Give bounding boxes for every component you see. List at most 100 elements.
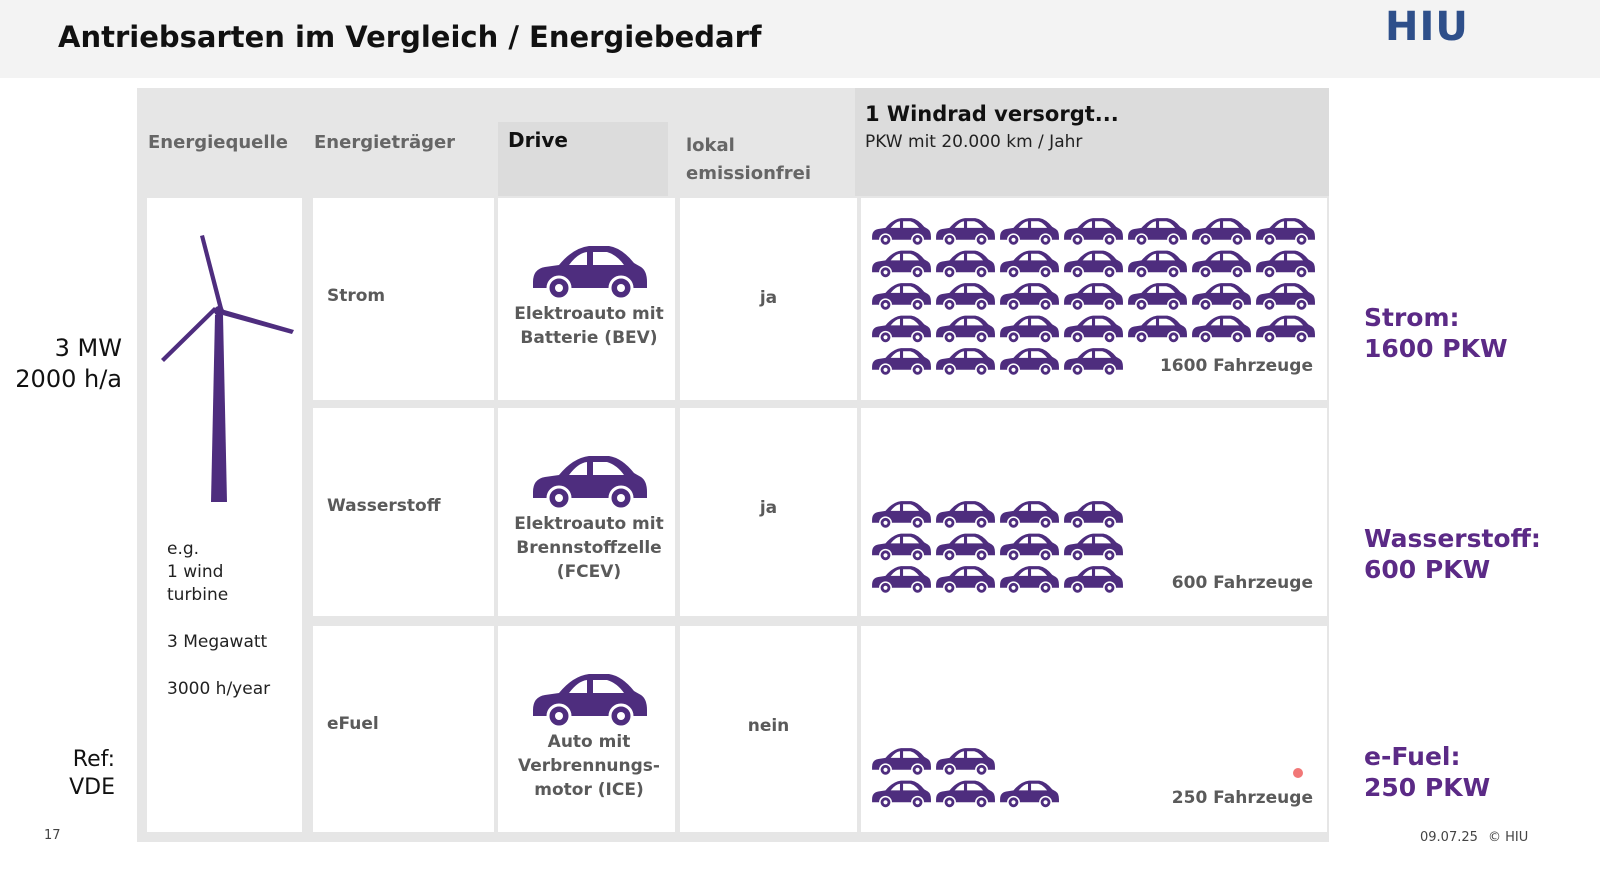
emission: ja	[759, 288, 778, 308]
emission-cell	[680, 626, 857, 832]
drive-cell	[498, 198, 675, 400]
small-car-icon	[1191, 217, 1252, 246]
column-header: lokal emissionfrei	[686, 132, 811, 188]
date: 09.07.25	[1420, 830, 1478, 845]
drive-cell	[498, 408, 675, 616]
small-car-icon	[871, 779, 932, 809]
drive: Elektroauto mit Batterie (BEV)	[498, 302, 680, 350]
vehicle-count: 1600 Fahrzeuge	[1159, 356, 1313, 376]
carrier-cell	[313, 626, 494, 832]
small-car-icon	[871, 500, 932, 529]
drive-line: Elektroauto mit	[514, 304, 664, 324]
car-icon	[531, 672, 649, 728]
ref-source: VDE	[69, 775, 115, 800]
header-band	[0, 0, 1600, 78]
carrier: Wasserstoff	[327, 496, 441, 516]
result: Wasserstoff: 600 PKW	[1364, 523, 1541, 585]
carrier-cell	[313, 408, 494, 616]
drive-line: motor (ICE)	[534, 780, 644, 800]
page-number: 17	[44, 828, 61, 843]
drive-header-bg	[498, 122, 668, 196]
windrad-subtitle: PKW mit 20.000 km / Jahr	[865, 132, 1083, 152]
emission-cell	[680, 408, 857, 616]
small-car-icon	[871, 314, 932, 344]
carrier: eFuel	[327, 714, 379, 734]
small-car-icon	[1063, 532, 1124, 562]
small-car-icon	[871, 249, 932, 279]
small-car-icon	[999, 532, 1060, 562]
source-cell	[147, 198, 302, 832]
small-car-icon	[1127, 217, 1188, 246]
result: Strom: 1600 PKW	[1364, 302, 1508, 364]
drive: Elektroauto mit Brennstoffzelle (FCEV)	[498, 512, 680, 584]
side-note: 3 MW 2000 h/a	[10, 333, 122, 395]
small-car-icon	[999, 779, 1060, 809]
small-car-icon	[999, 565, 1060, 594]
column-header: Drive	[508, 128, 568, 152]
result-label: Strom:	[1364, 303, 1460, 332]
note-line: 1 wind	[167, 562, 224, 582]
result-value: 600 PKW	[1364, 555, 1491, 584]
small-car-icon	[1063, 282, 1124, 311]
ref: Ref:	[72, 747, 115, 772]
column-header: Energieträger	[314, 132, 456, 153]
small-car-icon	[1063, 249, 1124, 279]
windrad-header-bg	[855, 88, 1329, 196]
column-header-line: lokal	[686, 135, 735, 156]
hours: 2000 h/a	[15, 365, 122, 393]
small-car-icon	[1127, 314, 1188, 344]
vehicle-count: 250 Fahrzeuge	[1171, 788, 1313, 808]
carrier: Strom	[327, 286, 386, 306]
emission-cell	[680, 198, 857, 400]
small-car-icon	[871, 347, 932, 376]
pointer-dot	[1293, 768, 1303, 778]
small-car-icon	[871, 532, 932, 562]
small-car-icon	[935, 565, 996, 594]
small-car-icon	[871, 565, 932, 594]
power: 3 MW	[54, 334, 122, 362]
small-car-icon	[1063, 500, 1124, 529]
ref-note: Ref: VDE	[10, 746, 115, 802]
small-car-icon	[1255, 249, 1316, 279]
small-car-icon	[871, 282, 932, 311]
emission: nein	[747, 716, 790, 736]
small-car-icon	[871, 217, 932, 246]
small-car-icon	[1063, 347, 1124, 376]
small-car-icon	[1191, 282, 1252, 311]
small-car-icon	[999, 282, 1060, 311]
slide-title: Antriebsarten im Vergleich / Energiebeda…	[58, 20, 762, 54]
small-car-icon	[999, 249, 1060, 279]
drive: Auto mit Verbrennungs-motor (ICE)	[498, 730, 680, 802]
emission: ja	[759, 498, 778, 518]
small-car-icon	[935, 282, 996, 311]
small-car-icon	[935, 249, 996, 279]
small-car-icon	[1127, 282, 1188, 311]
note-line: 3 Megawatt	[167, 632, 268, 652]
vehicle-count: 600 Fahrzeuge	[1171, 573, 1313, 593]
small-car-icon	[1063, 314, 1124, 344]
windrad-title: 1 Windrad versorgt...	[865, 102, 1119, 126]
result: e-Fuel: 250 PKW	[1364, 741, 1490, 803]
car-icon	[531, 244, 649, 300]
drive-line: Auto mit	[547, 732, 631, 752]
small-car-icon	[1063, 565, 1124, 594]
note-line: 3000 h/year	[167, 679, 271, 699]
source-note: e.g. 1 wind turbine 3 Megawatt 3000 h/ye…	[167, 538, 270, 701]
drive-line: Batterie (BEV)	[520, 328, 658, 348]
small-car-icon	[935, 347, 996, 376]
small-car-icon	[935, 314, 996, 344]
small-car-icon	[935, 532, 996, 562]
drive-line: Verbrennungs-	[518, 756, 660, 776]
small-car-icon	[871, 747, 932, 776]
result-label: e-Fuel:	[1364, 742, 1461, 771]
result-value: 1600 PKW	[1364, 334, 1508, 363]
small-car-icon	[999, 347, 1060, 376]
small-car-icon	[935, 779, 996, 809]
note-line: turbine	[167, 585, 229, 605]
car-icon	[531, 454, 649, 510]
small-car-icon	[1191, 314, 1252, 344]
result-value: 250 PKW	[1364, 773, 1491, 802]
copyright: © HIU	[1488, 830, 1529, 845]
carrier-cell	[313, 198, 494, 400]
